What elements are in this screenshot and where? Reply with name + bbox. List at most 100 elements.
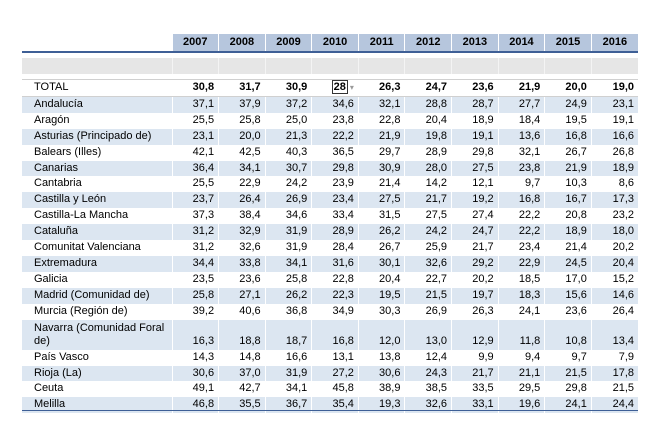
value-cell[interactable]: 31,9: [264, 365, 312, 382]
value-cell[interactable]: 9,4: [497, 349, 545, 366]
value-cell[interactable]: 18,3: [497, 287, 545, 304]
value-cell[interactable]: 18,8: [218, 319, 266, 350]
value-cell[interactable]: 26,2: [357, 224, 405, 241]
total-value[interactable]: 24,7: [404, 79, 452, 97]
value-cell[interactable]: 10,3: [544, 176, 592, 193]
value-cell[interactable]: 13,0: [404, 319, 452, 350]
region-label[interactable]: Extremadura: [22, 255, 172, 272]
value-cell[interactable]: 23,6: [544, 303, 592, 320]
region-label[interactable]: Melilla: [22, 397, 172, 414]
value-cell[interactable]: 18,9: [544, 224, 592, 241]
value-cell[interactable]: 22,2: [311, 128, 359, 145]
value-cell[interactable]: 16,8: [544, 128, 592, 145]
value-cell[interactable]: 23,1: [171, 128, 219, 145]
value-cell[interactable]: 20,2: [590, 240, 638, 256]
value-cell[interactable]: 38,4: [218, 208, 266, 225]
value-cell[interactable]: 33,1: [451, 397, 499, 414]
value-cell[interactable]: 30,7: [264, 160, 312, 177]
value-cell[interactable]: 21,5: [404, 287, 452, 304]
value-cell[interactable]: 32,1: [357, 96, 405, 113]
cell-cursor[interactable]: 28: [331, 80, 348, 94]
value-cell[interactable]: 24,3: [404, 365, 452, 382]
value-cell[interactable]: 29,7: [357, 144, 405, 161]
value-cell[interactable]: 21,7: [451, 240, 499, 256]
value-cell[interactable]: 21,7: [451, 365, 499, 382]
value-cell[interactable]: 21,7: [404, 192, 452, 209]
value-cell[interactable]: 31,2: [171, 224, 219, 241]
value-cell[interactable]: 22,3: [311, 287, 359, 304]
value-cell[interactable]: 14,6: [590, 287, 638, 304]
value-cell[interactable]: 22,2: [497, 208, 545, 225]
value-cell[interactable]: 14,2: [404, 176, 452, 193]
value-cell[interactable]: 42,5: [218, 144, 266, 161]
value-cell[interactable]: 23,2: [590, 208, 638, 225]
value-cell[interactable]: 40,6: [218, 303, 266, 320]
value-cell[interactable]: 45,8: [311, 381, 359, 398]
region-label[interactable]: Andalucía: [22, 96, 172, 113]
total-value[interactable]: 21,9: [497, 79, 545, 97]
value-cell[interactable]: 14,8: [218, 349, 266, 366]
value-cell[interactable]: 22,7: [404, 271, 452, 288]
value-cell[interactable]: 28,4: [311, 240, 359, 256]
value-cell[interactable]: 19,1: [590, 112, 638, 129]
value-cell[interactable]: 25,5: [171, 112, 219, 129]
value-cell[interactable]: 34,9: [311, 303, 359, 320]
value-cell[interactable]: 22,8: [311, 271, 359, 288]
value-cell[interactable]: 27,4: [451, 208, 499, 225]
value-cell[interactable]: 42,1: [171, 144, 219, 161]
total-value[interactable]: 26,3: [357, 79, 405, 97]
region-label[interactable]: Navarra (Comunidad Foral de): [22, 319, 172, 350]
value-cell[interactable]: 23,8: [311, 112, 359, 129]
value-cell[interactable]: 19,6: [497, 397, 545, 414]
value-cell[interactable]: 26,7: [544, 144, 592, 161]
value-cell[interactable]: 23,5: [171, 271, 219, 288]
value-cell[interactable]: 37,9: [218, 96, 266, 113]
value-cell[interactable]: 21,1: [497, 365, 545, 382]
value-cell[interactable]: 19,7: [451, 287, 499, 304]
value-cell[interactable]: 39,2: [171, 303, 219, 320]
value-cell[interactable]: 9,9: [451, 349, 499, 366]
value-cell[interactable]: 31,6: [311, 255, 359, 272]
value-cell[interactable]: 46,8: [171, 397, 219, 414]
value-cell[interactable]: 28,7: [451, 96, 499, 113]
value-cell[interactable]: 37,2: [264, 96, 312, 113]
value-cell[interactable]: 16,6: [264, 349, 312, 366]
value-cell[interactable]: 49,1: [171, 381, 219, 398]
value-cell[interactable]: 17,3: [590, 192, 638, 209]
value-cell[interactable]: 21,5: [590, 381, 638, 398]
value-cell[interactable]: 18,7: [264, 319, 312, 350]
value-cell[interactable]: 23,8: [497, 160, 545, 177]
value-cell[interactable]: 8,6: [590, 176, 638, 193]
value-cell[interactable]: 21,4: [544, 240, 592, 256]
value-cell[interactable]: 16,8: [497, 192, 545, 209]
value-cell[interactable]: 24,9: [544, 96, 592, 113]
value-cell[interactable]: 24,1: [497, 303, 545, 320]
year-header-cell[interactable]: 2011: [357, 34, 405, 53]
value-cell[interactable]: 28,0: [404, 160, 452, 177]
value-cell[interactable]: 13,4: [590, 319, 638, 350]
value-cell[interactable]: 24,7: [451, 224, 499, 241]
value-cell[interactable]: 15,2: [590, 271, 638, 288]
value-cell[interactable]: 17,0: [544, 271, 592, 288]
selected-cell[interactable]: 28 ▾: [311, 79, 359, 97]
value-cell[interactable]: 31,9: [264, 224, 312, 241]
value-cell[interactable]: 25,5: [171, 176, 219, 193]
year-header-cell[interactable]: 2013: [451, 34, 499, 53]
value-cell[interactable]: 27,5: [357, 192, 405, 209]
value-cell[interactable]: 9,7: [497, 176, 545, 193]
value-cell[interactable]: 19,5: [357, 287, 405, 304]
value-cell[interactable]: 33,5: [451, 381, 499, 398]
value-cell[interactable]: 31,9: [264, 240, 312, 256]
value-cell[interactable]: 31,5: [357, 208, 405, 225]
region-label[interactable]: Ceuta: [22, 381, 172, 398]
value-cell[interactable]: 12,1: [451, 176, 499, 193]
value-cell[interactable]: 34,1: [264, 255, 312, 272]
total-value[interactable]: 30,8: [171, 79, 219, 97]
value-cell[interactable]: 21,3: [264, 128, 312, 145]
value-cell[interactable]: 20,2: [451, 271, 499, 288]
total-value[interactable]: 30,9: [264, 79, 312, 97]
region-label[interactable]: Comunitat Valenciana: [22, 240, 172, 256]
value-cell[interactable]: 13,8: [357, 349, 405, 366]
value-cell[interactable]: 10,8: [544, 319, 592, 350]
value-cell[interactable]: 30,3: [357, 303, 405, 320]
